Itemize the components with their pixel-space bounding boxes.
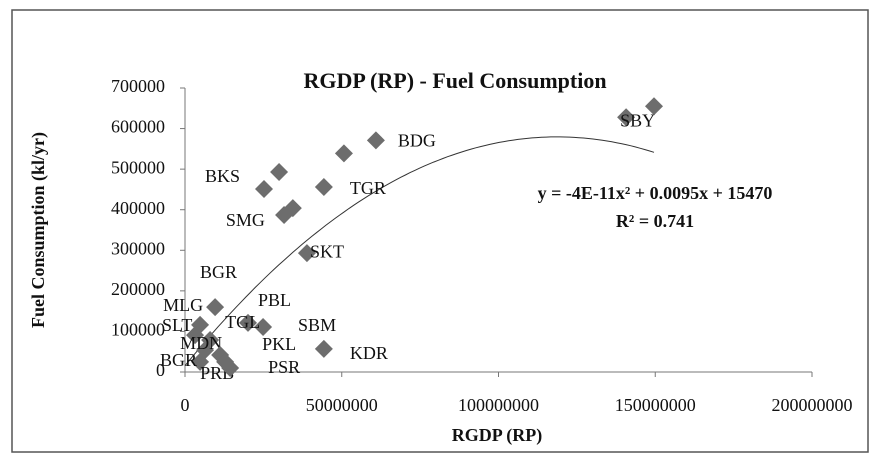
data-point [255,180,274,199]
y-tick-label: 0 [156,360,165,380]
data-point [644,97,663,116]
data-point [206,298,225,317]
point-label: BDG [398,130,436,150]
trendline [184,136,655,367]
x-axis-label: RGDP (RP) [452,425,542,446]
trendline-equation: y = -4E-11x² + 0.0095x + 15470 [538,183,773,203]
point-label: SBY [620,110,655,130]
point-label: TGL [225,312,260,332]
chart-frame [11,9,869,453]
point-label: SBM [298,315,336,335]
point-label: TGR [350,178,386,198]
point-label: SKT [310,241,344,261]
x-tick-label: 50000000 [306,395,378,415]
y-axis-label: Fuel Consumption (kl/yr) [28,132,49,328]
point-label: MDN [180,333,222,353]
x-tick-label: 0 [181,395,190,415]
x-tick-label: 200000000 [772,395,853,415]
y-tick-label: 400000 [111,198,165,218]
point-label: SMG [226,210,265,230]
point-label: PKL [262,334,296,354]
x-tick-label: 150000000 [615,395,696,415]
point-label: BKS [205,166,240,186]
data-point [191,352,210,371]
y-tick-label: 700000 [111,76,165,96]
y-tick-label: 200000 [111,279,165,299]
y-tick-label: 100000 [111,320,165,340]
data-point [334,144,353,163]
chart-title: RGDP (RP) - Fuel Consumption [303,68,606,93]
data-point [617,108,636,127]
data-point [314,339,333,358]
r-squared: R² = 0.741 [616,211,694,231]
x-tick-label: 100000000 [458,395,539,415]
point-label: BGR [200,262,237,282]
data-point [275,205,294,224]
point-label: KDR [350,343,388,363]
data-point [239,313,258,332]
point-label: MLG [163,295,203,315]
data-point [314,177,333,196]
data-point [366,131,385,150]
data-point [270,162,289,181]
y-tick-label: 600000 [111,117,165,137]
data-point [221,358,240,377]
data-point [297,244,316,263]
y-tick-label: 300000 [111,238,165,258]
point-label: PSR [268,357,300,377]
point-label: BGR [160,350,197,370]
point-label: SLT [162,315,192,335]
point-label: PBL [258,290,291,310]
data-point [254,317,273,336]
y-tick-label: 500000 [111,157,165,177]
data-point [186,326,205,345]
